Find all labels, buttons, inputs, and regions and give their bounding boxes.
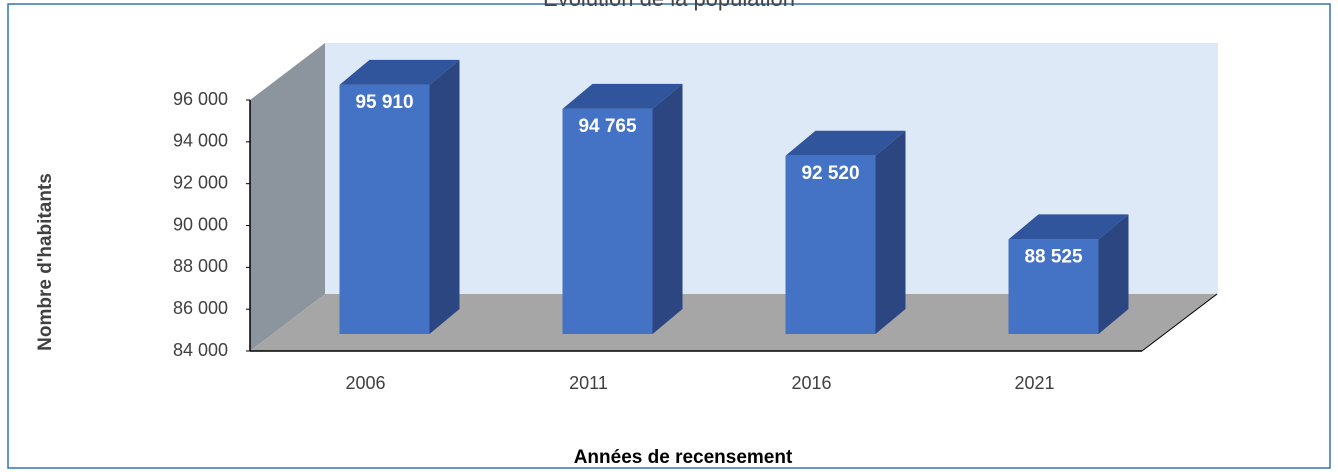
y-tick-label: 86 000 — [173, 298, 228, 318]
chart-title: Évolution de la population — [543, 0, 795, 11]
y-tick-label: 84 000 — [173, 340, 228, 360]
bar-top — [562, 83, 683, 109]
data-label: 94 765 — [578, 116, 637, 137]
bar-side — [875, 130, 906, 334]
bar-top — [339, 59, 460, 85]
bar — [562, 108, 653, 334]
bar — [1008, 239, 1099, 334]
bar-side — [429, 59, 460, 334]
x-tick-label: 2006 — [345, 373, 385, 393]
floor-edge — [1141, 293, 1218, 352]
x-tick-label: 2016 — [791, 373, 831, 393]
y-tick-label: 92 000 — [173, 172, 228, 192]
data-label: 88 525 — [1024, 246, 1083, 267]
floor — [250, 294, 1218, 351]
x-axis-label: Années de recensement — [574, 447, 793, 468]
y-tick-label: 94 000 — [173, 131, 228, 151]
side-wall — [250, 43, 325, 351]
y-tick-label: 96 000 — [173, 89, 228, 109]
x-tick-label: 2021 — [1014, 373, 1054, 393]
data-label: 92 520 — [801, 163, 859, 184]
bar-top — [785, 130, 906, 156]
bar-top — [1008, 214, 1129, 240]
bar — [339, 84, 430, 334]
y-tick-label: 90 000 — [173, 214, 228, 234]
back-wall — [325, 43, 1218, 294]
bar-side — [652, 83, 683, 334]
x-tick-label: 2011 — [569, 373, 608, 393]
bar — [785, 155, 876, 334]
y-axis-label: Nombre d'habitants — [35, 173, 56, 351]
y-tick-label: 88 000 — [173, 256, 228, 276]
data-label: 95 910 — [355, 92, 413, 113]
bar-side — [1098, 214, 1129, 334]
